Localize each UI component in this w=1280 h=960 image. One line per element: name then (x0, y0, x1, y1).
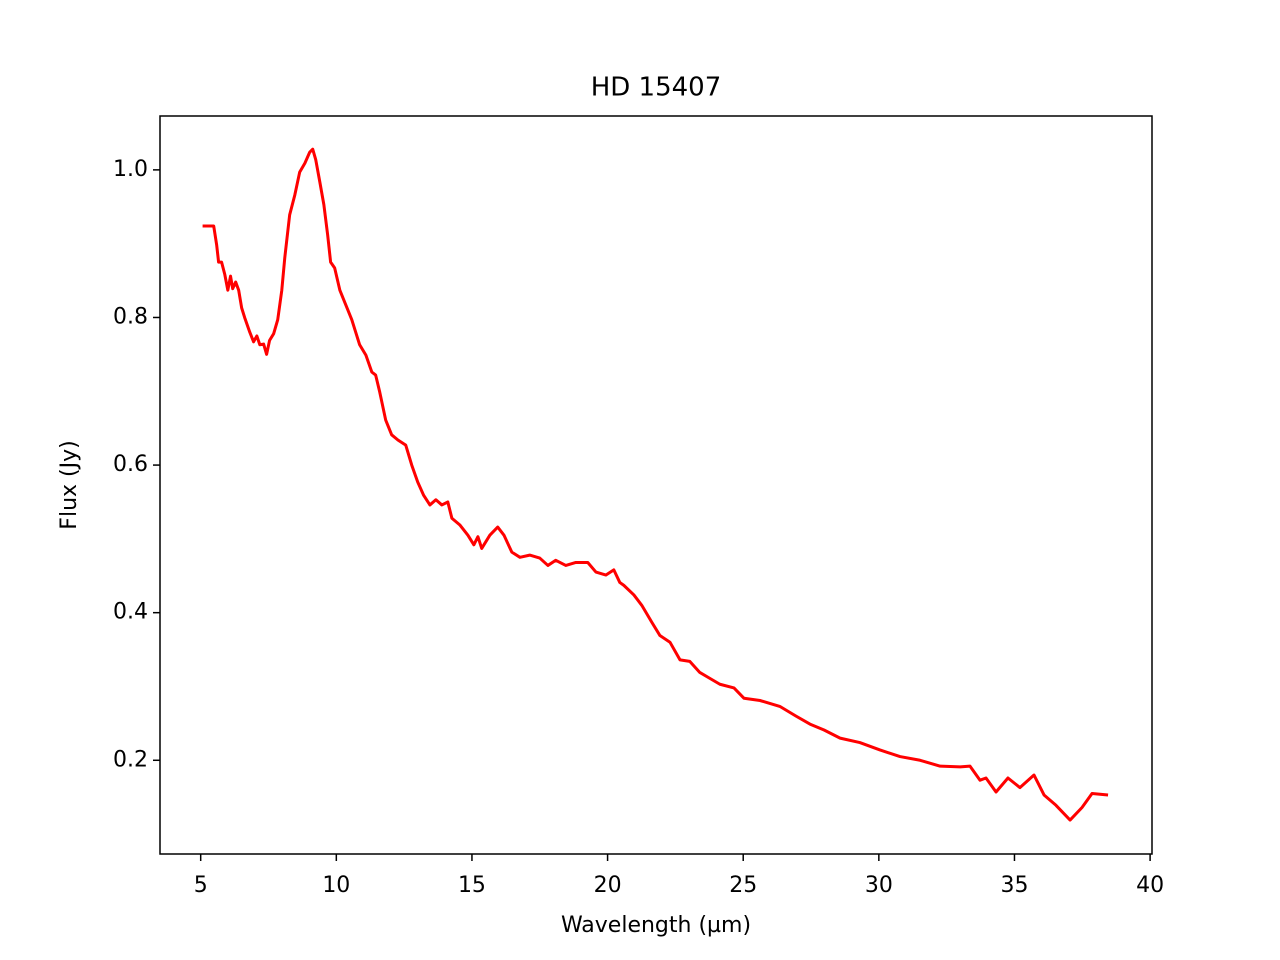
x-tick-label: 10 (322, 873, 350, 898)
x-tick-label: 25 (729, 873, 757, 898)
chart-title: HD 15407 (591, 73, 722, 103)
y-tick-label: 0.6 (113, 452, 148, 477)
x-tick-label: 15 (458, 873, 486, 898)
y-tick-label: 0.8 (113, 304, 148, 329)
y-tick-label: 1.0 (113, 157, 148, 182)
x-tick-label: 40 (1136, 873, 1164, 898)
x-tick-label: 35 (1000, 873, 1028, 898)
data-line (202, 147, 1109, 822)
y-tick-label: 0.2 (113, 747, 148, 772)
x-axis-label: Wavelength (µm) (561, 913, 751, 938)
plot-frame (159, 115, 1153, 855)
x-tick-label: 20 (594, 873, 622, 898)
x-tick-label: 5 (194, 873, 208, 898)
y-tick-label: 0.4 (113, 600, 148, 625)
y-axis-label: Flux (Jy) (57, 440, 82, 529)
x-tick-label: 30 (865, 873, 893, 898)
